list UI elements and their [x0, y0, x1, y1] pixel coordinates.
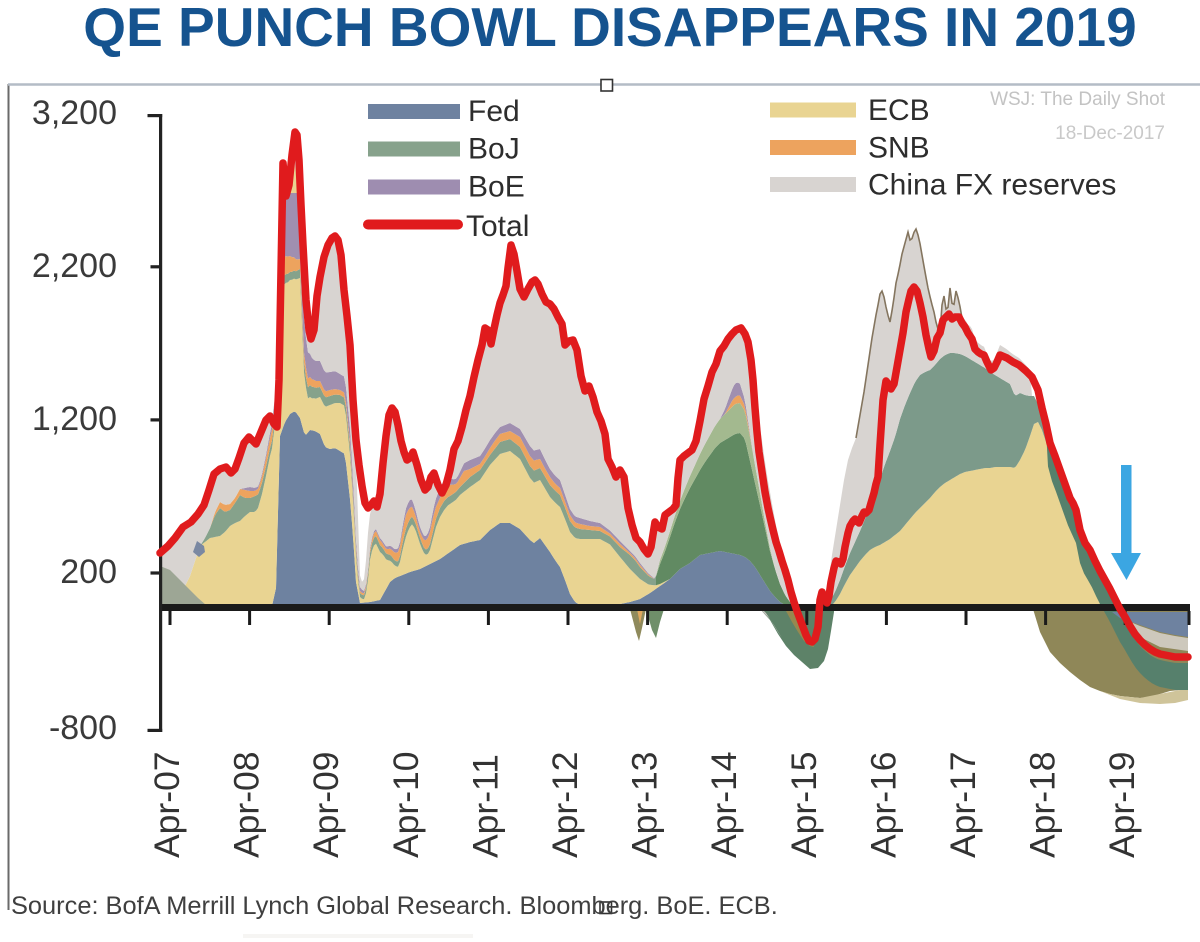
svg-text:Apr-12: Apr-12 [545, 751, 585, 858]
svg-text:Apr-08: Apr-08 [227, 751, 267, 858]
svg-text:Apr-18: Apr-18 [1023, 751, 1063, 858]
svg-text:BoE: BoE [468, 171, 525, 204]
svg-text:ECB: ECB [868, 94, 930, 127]
svg-text:-800: -800 [49, 709, 117, 747]
svg-text:Apr-17: Apr-17 [943, 751, 983, 858]
svg-text:Apr-14: Apr-14 [704, 751, 744, 858]
svg-text:Apr-19: Apr-19 [1102, 751, 1142, 858]
svg-text:China FX reserves: China FX reserves [868, 169, 1116, 202]
svg-text:Fed: Fed [468, 95, 520, 128]
svg-text:Apr-15: Apr-15 [784, 751, 824, 858]
svg-text:18-Dec-2017: 18-Dec-2017 [1055, 123, 1165, 144]
svg-text:Apr-09: Apr-09 [306, 751, 346, 858]
svg-text:Apr-13: Apr-13 [625, 751, 665, 858]
svg-text:Source: BofA Merrill Lynch Glo: Source: BofA Merrill Lynch Global Resear… [11, 892, 778, 920]
svg-text:Apr-16: Apr-16 [863, 751, 903, 858]
svg-text:Apr-10: Apr-10 [386, 751, 426, 858]
svg-text:WSJ: The Daily Shot: WSJ: The Daily Shot [990, 89, 1166, 110]
svg-text:2,200: 2,200 [32, 247, 117, 285]
svg-text:1,200: 1,200 [32, 400, 117, 438]
svg-text:3,200: 3,200 [32, 94, 117, 132]
svg-text:200: 200 [60, 553, 117, 591]
svg-text:Apr-07: Apr-07 [147, 751, 187, 858]
svg-text:Apr-11: Apr-11 [465, 754, 505, 858]
svg-text:SNB: SNB [868, 132, 930, 165]
svg-text:Total: Total [466, 210, 529, 243]
svg-text:BoJ: BoJ [468, 133, 520, 166]
